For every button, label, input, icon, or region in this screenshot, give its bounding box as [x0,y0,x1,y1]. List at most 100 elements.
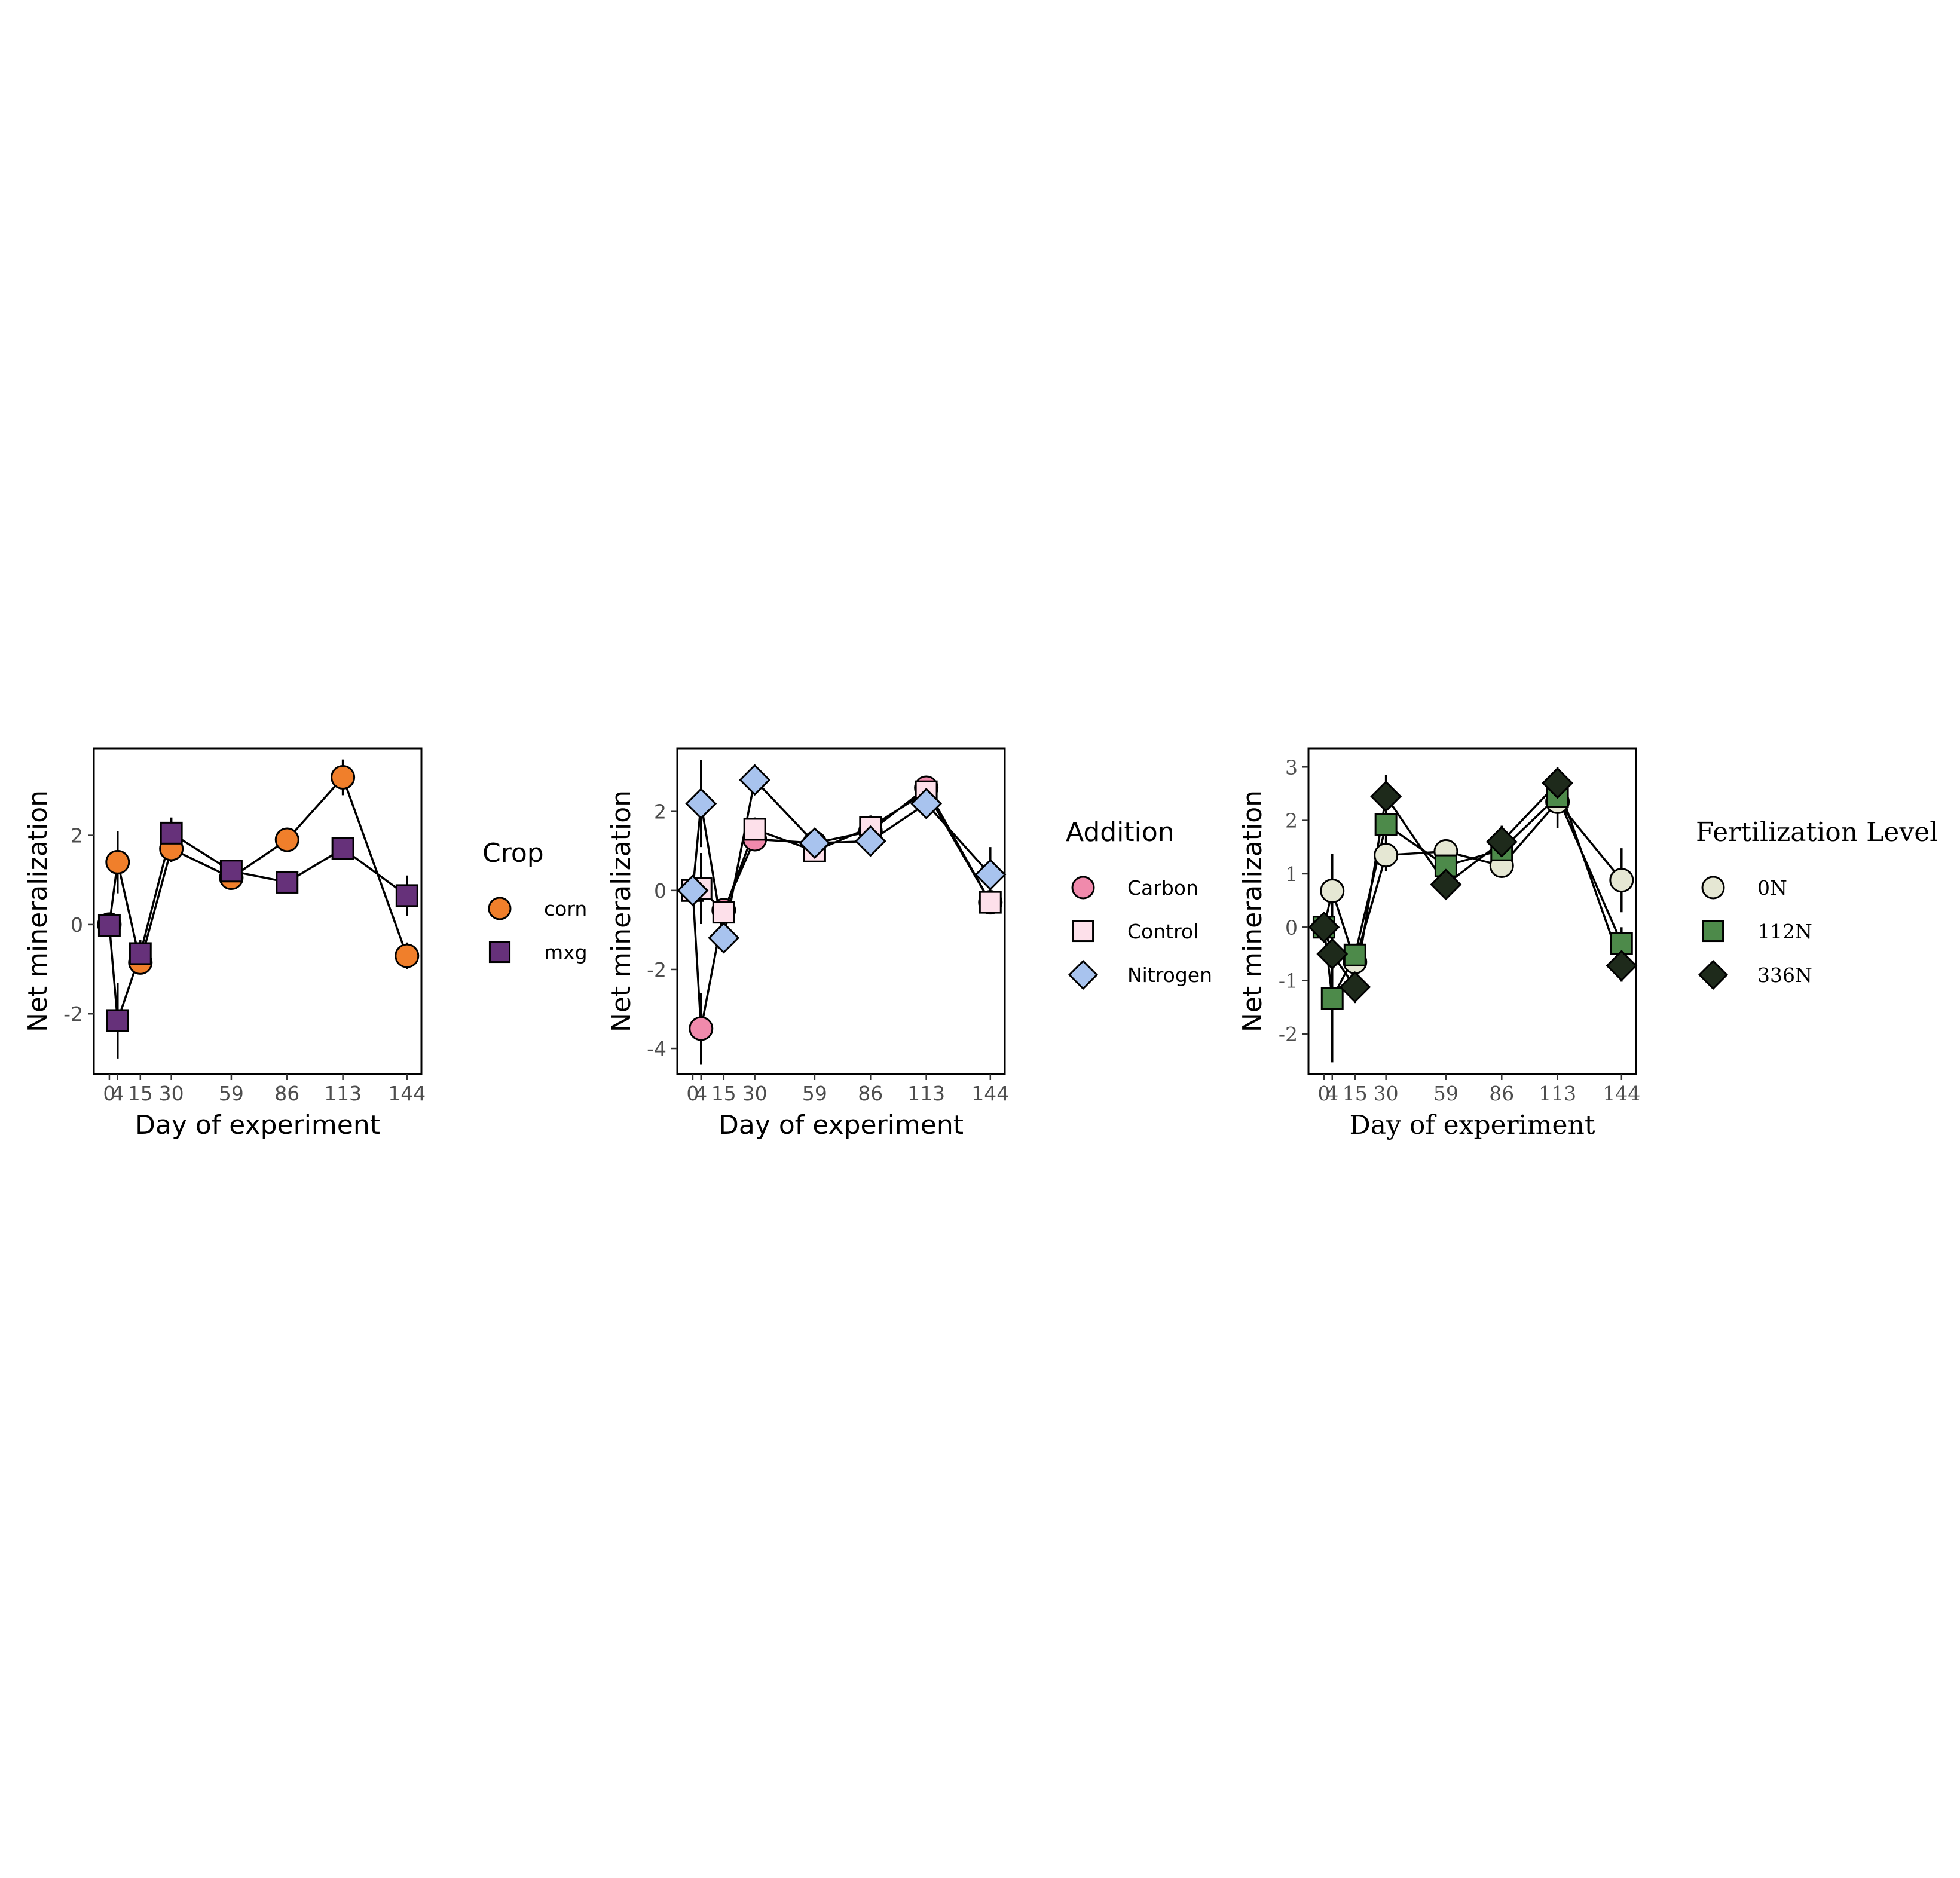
y-axis-title: Net mineralization [23,790,53,1032]
legend-label-control: Control [1127,920,1198,943]
legend-label-nitrogen: Nitrogen [1127,964,1212,987]
y-tick-label: 2 [1285,809,1298,833]
x-tick-label: 4 [1326,1082,1338,1105]
data-point-336n [1308,911,1340,943]
x-axis-title: Day of experiment [718,1110,964,1140]
legend-title: Addition [1066,817,1175,848]
y-tick-label: 0 [654,879,666,903]
x-tick-label: 59 [219,1082,244,1105]
series-line-0n [1323,800,1623,964]
data-point-control [743,818,766,841]
legend-key-carbon [1071,876,1095,900]
x-tick-label: 0 [686,1082,699,1105]
x-tick-label: 4 [695,1082,707,1105]
data-point-112n [1320,987,1344,1010]
data-point-mxg [219,860,243,883]
y-axis-title: Net mineralization [1237,790,1268,1032]
data-point-336n [1542,767,1574,799]
data-point-mxg [276,870,299,894]
legend-label-mxg: mxg [544,941,588,964]
legend-label-336n: 336N [1757,964,1812,987]
x-tick-label: 30 [1374,1082,1399,1105]
x-axis-title: Day of experiment [135,1110,380,1140]
x-tick-label: 30 [742,1082,768,1105]
data-point-mxg [97,914,121,937]
data-point-112n [1343,943,1366,966]
data-point-0n [1609,868,1634,893]
y-tick-label: -1 [1279,969,1298,993]
chart-panel-crop: 04 15 30 59 86 113 144-202 Day of experiment N… [23,747,588,1140]
x-tick-label: 86 [858,1082,883,1105]
x-tick-label: 86 [274,1082,299,1105]
x-tick-label: 113 [324,1082,362,1105]
x-tick-label: 30 [159,1082,184,1105]
y-tick-label: 0 [1285,916,1298,939]
data-point-336n [1370,780,1402,812]
y-axis-title: Net mineralization [606,790,637,1032]
x-tick-label: 144 [388,1082,426,1105]
y-tick-label: 1 [1285,862,1298,886]
y-tick-label: -2 [1279,1023,1298,1046]
y-tick-label: 3 [1285,756,1298,779]
plot-frame [676,747,1006,1075]
data-point-mxg [331,837,354,860]
data-point-nitrogen [677,874,709,907]
legend-key-mxg [488,941,511,964]
data-point-nitrogen [708,922,740,954]
legend-key-0n [1701,876,1725,900]
data-point-corn [274,827,299,852]
data-point-control [712,901,735,924]
data-point-nitrogen [799,827,831,859]
data-point-control [979,891,1002,914]
data-point-corn [105,849,130,874]
x-tick-label: 113 [1539,1082,1576,1105]
legend-key-corn [488,897,512,920]
data-point-336n [1430,868,1462,901]
data-point-336n [1339,971,1371,1003]
y-tick-label: 2 [71,824,83,848]
x-tick-label: 15 [128,1082,153,1105]
x-tick-label: 4 [111,1082,124,1105]
data-point-nitrogen [739,764,771,796]
legend-key-336n [1698,959,1729,990]
data-point-mxg [395,884,418,907]
y-tick-label: 2 [654,800,666,824]
data-point-nitrogen [685,788,717,819]
legend-key-112n [1702,920,1724,943]
y-tick-label: 0 [71,913,83,937]
plot-frame [1307,747,1637,1075]
data-point-112n [1374,813,1398,836]
x-tick-label: 15 [711,1082,736,1105]
legend-title: Fertilization Level [1696,817,1938,848]
data-point-0n [1374,843,1399,868]
x-tick-label: 0 [1317,1082,1330,1105]
x-tick-label: 113 [907,1082,945,1105]
legend-title: Crop [482,838,544,868]
data-point-nitrogen [854,825,886,857]
x-tick-label: 59 [1433,1082,1458,1105]
y-tick-label: -2 [647,958,666,981]
data-point-mxg [129,942,152,965]
x-tick-label: 144 [1603,1082,1640,1105]
legend-key-nitrogen [1068,959,1099,990]
data-point-corn [331,765,356,790]
legend-label-112n: 112N [1757,920,1812,943]
x-tick-label: 15 [1343,1082,1368,1105]
x-tick-label: 0 [103,1082,115,1105]
legend-label-0n: 0N [1757,876,1787,900]
x-tick-label: 144 [971,1082,1009,1105]
data-point-336n [1316,938,1349,970]
plot-frame [93,747,423,1075]
data-point-0n [1320,879,1345,904]
series-line-corn [108,776,408,964]
y-tick-label: -2 [63,1002,83,1026]
data-point-336n [1606,950,1638,982]
legend-label-corn: corn [544,897,587,920]
x-axis-title: Day of experiment [1349,1110,1595,1140]
legend-label-carbon: Carbon [1127,876,1198,900]
data-point-mxg [160,821,183,845]
data-point-mxg [106,1009,129,1032]
